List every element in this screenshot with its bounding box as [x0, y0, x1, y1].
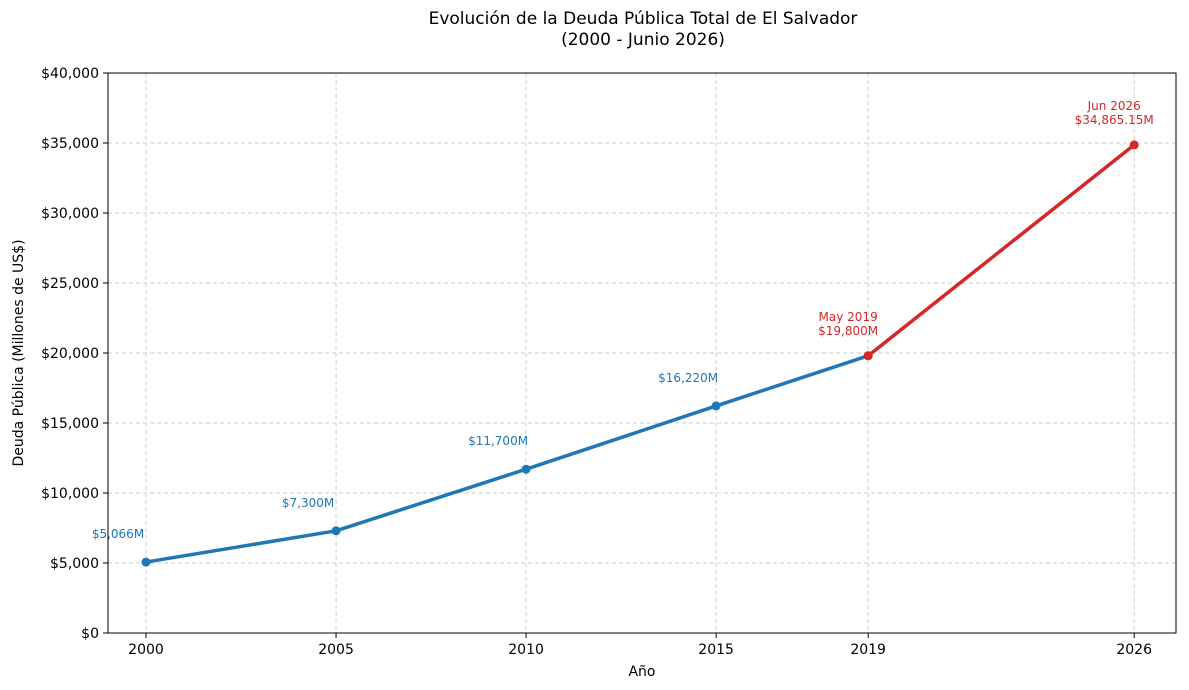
x-tick-label: 2015	[698, 642, 734, 658]
data-point	[1129, 140, 1139, 150]
annotation-label: Jun 2026	[1087, 99, 1141, 113]
data-label: $5,066M	[92, 527, 144, 541]
series-layer	[141, 140, 1139, 567]
annotation-label: $19,800M	[818, 324, 878, 338]
x-tick-label: 2026	[1116, 642, 1152, 658]
x-tick-label: 2000	[128, 642, 164, 658]
y-axis-label: Deuda Pública (Millones de US$)	[11, 239, 27, 466]
y-tick-label: $25,000	[41, 276, 99, 292]
data-labels: $5,066M $7,300M $11,700M $16,220M May 2019$1…	[92, 99, 1154, 541]
x-tick-label: 2010	[508, 642, 544, 658]
x-tick-label: 2005	[318, 642, 354, 658]
data-label: $7,300M	[282, 496, 334, 510]
chart-title: Evolución de la Deuda Pública Total de E…	[429, 9, 858, 29]
annotation-label: May 2019	[819, 310, 878, 324]
y-tick-label: $40,000	[41, 66, 99, 82]
y-tick-label: $0	[81, 626, 99, 642]
data-point	[331, 526, 341, 536]
x-axis-label: Año	[628, 664, 655, 680]
data-label: $16,220M	[658, 371, 718, 385]
y-tick-label: $30,000	[41, 206, 99, 222]
series-line-0	[144, 354, 870, 564]
x-tick-label: 2019	[850, 642, 886, 658]
data-point	[863, 351, 873, 361]
axis-ticks: $0 $5,000 $10,000 $15,000 $20,000 $25,000 $30,…	[41, 66, 1152, 658]
series-line-1	[866, 143, 1136, 358]
y-tick-label: $20,000	[41, 346, 99, 362]
annotation-label: $34,865.15M	[1075, 113, 1154, 127]
grid	[108, 72, 1176, 634]
data-point	[141, 557, 151, 567]
data-point	[521, 464, 531, 474]
y-tick-label: $10,000	[41, 486, 99, 502]
y-tick-label: $35,000	[41, 136, 99, 152]
y-tick-label: $15,000	[41, 416, 99, 432]
data-label: $11,700M	[468, 434, 528, 448]
chart-subtitle: (2000 - Junio 2026)	[561, 30, 725, 50]
y-tick-label: $5,000	[50, 556, 99, 572]
data-point	[711, 401, 721, 411]
